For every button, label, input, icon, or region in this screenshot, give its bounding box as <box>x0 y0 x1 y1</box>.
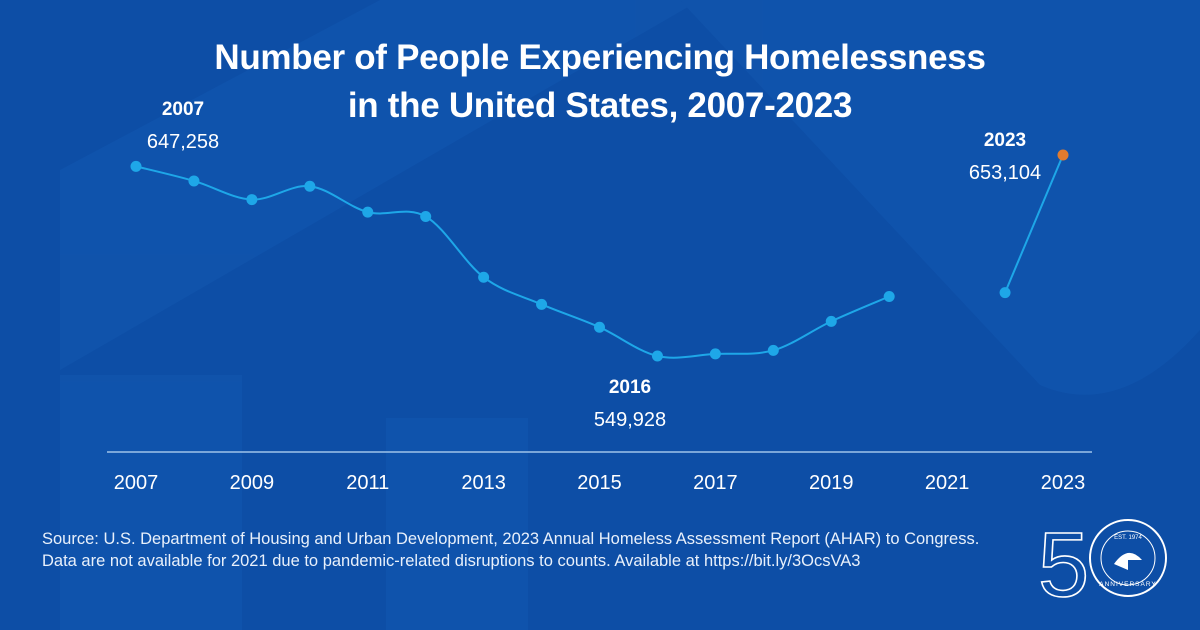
annotation-value: 647,258 <box>146 131 220 153</box>
data-point-2008 <box>188 175 200 187</box>
x-tick-label-2019: 2019 <box>809 472 854 494</box>
bg-roof-left <box>60 0 700 370</box>
bg-column-left <box>60 375 242 630</box>
logo-numeral: 5 <box>1038 514 1089 614</box>
title-line-1: Number of People Experiencing Homelessne… <box>214 38 986 77</box>
annotation-year: 2007 <box>161 99 205 120</box>
bg-column-mid <box>386 418 528 630</box>
annotation-year: 2016 <box>608 377 652 398</box>
data-point-2017 <box>709 348 721 360</box>
data-point-2012 <box>420 210 432 222</box>
x-tick-label-2023: 2023 <box>1041 472 1086 494</box>
data-point-2009 <box>246 194 258 206</box>
data-point-2022 <box>999 287 1011 299</box>
data-point-2019 <box>825 315 837 327</box>
data-point-2013 <box>478 271 490 283</box>
x-tick-label-2009: 2009 <box>230 472 275 494</box>
data-point-2020 <box>883 291 895 303</box>
x-tick-label-2013: 2013 <box>461 472 506 494</box>
data-point-2010 <box>304 180 316 192</box>
logo-zero-ring <box>1089 519 1167 597</box>
data-point-2007 <box>130 160 142 172</box>
x-tick-label-2015: 2015 <box>577 472 622 494</box>
annotation-2016: 2016 549,928 <box>575 372 685 436</box>
source-note: Source: U.S. Department of Housing and U… <box>42 530 980 570</box>
annotation-value: 653,104 <box>968 162 1042 184</box>
series-line-segment-1 <box>135 165 890 359</box>
logo-house-icon <box>1114 552 1142 570</box>
data-point-2014 <box>536 298 548 310</box>
title-line-2: in the United States, 2007-2023 <box>347 86 853 125</box>
annotation-2023: 2023 653,104 <box>950 125 1060 189</box>
data-point-2018 <box>767 344 779 356</box>
x-tick-label-2021: 2021 <box>925 472 970 494</box>
series-homeless-count <box>135 154 1064 359</box>
annotation-2007: 2007 647,258 <box>128 94 238 158</box>
logo-inner-ring <box>1100 530 1156 586</box>
50th-anniversary-logo: 5 EST. 1974 ANNIVERSARY <box>1037 514 1167 614</box>
data-point-2023 <box>1057 149 1069 161</box>
x-axis-ticks: 2007 2009 2011 2013 2015 2017 2019 2021 2023 <box>114 472 1086 494</box>
annotation-year: 2023 <box>983 130 1027 151</box>
data-point-2016 <box>651 350 663 362</box>
data-points <box>130 149 1069 362</box>
x-tick-label-2007: 2007 <box>114 472 159 494</box>
bg-arc-right <box>680 0 1200 395</box>
series-line-segment-2 <box>1004 154 1064 294</box>
data-point-2011 <box>362 206 374 218</box>
chart-title: Number of People Experiencing Homelessne… <box>0 34 1200 130</box>
logo-ring-top: EST. 1974 <box>1114 535 1142 541</box>
x-tick-label-2017: 2017 <box>693 472 738 494</box>
data-point-2015 <box>594 321 605 333</box>
annotation-value: 549,928 <box>593 409 667 431</box>
x-tick-label-2011: 2011 <box>346 472 389 494</box>
logo-ring-bottom: ANNIVERSARY <box>1099 581 1156 588</box>
